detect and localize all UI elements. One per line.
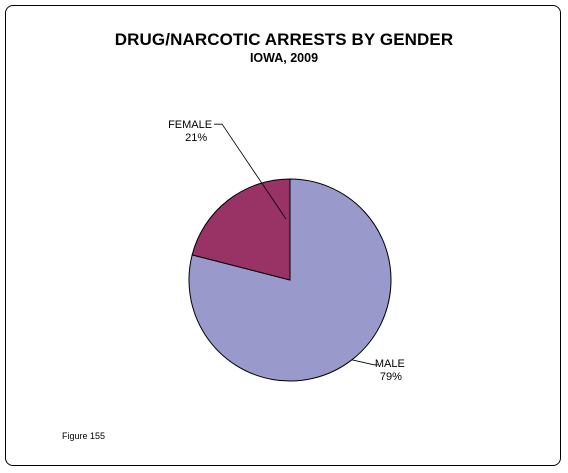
chart-title: DRUG/NARCOTIC ARRESTS BY GENDER: [114, 30, 454, 49]
pie-slice-female: [191, 178, 291, 281]
slice-value-female: 21%: [185, 132, 207, 144]
figure-label: Figure 155: [62, 431, 106, 441]
leader-line-male: [351, 359, 378, 366]
chart-subtitle: IOWA, 2009: [249, 51, 319, 65]
slice-value-male: 79%: [380, 371, 402, 383]
leader-line-female: [214, 123, 287, 220]
pie-slices: [188, 178, 392, 382]
slice-label-female: FEMALE: [168, 119, 212, 131]
slice-label-male: MALE: [375, 358, 405, 370]
